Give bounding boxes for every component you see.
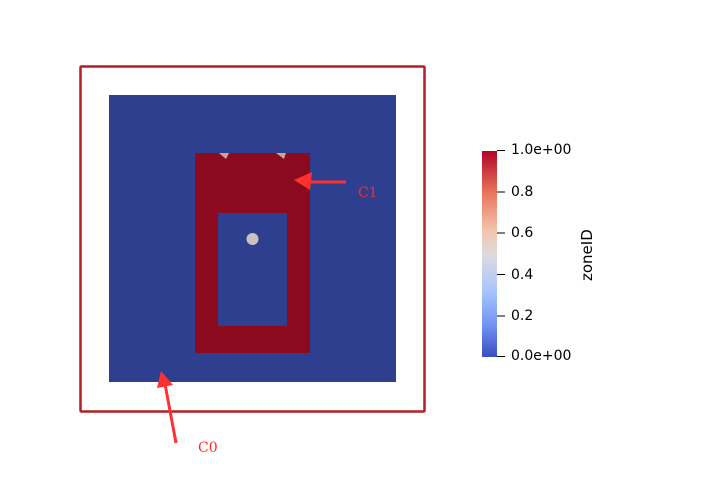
c0-label: C0 [198, 440, 218, 456]
particle-marker [246, 233, 259, 245]
colorbar-tick-label: 0.0e+00 [511, 348, 572, 364]
zone1-inner-window [218, 213, 287, 326]
c0-arrow [157, 371, 178, 444]
zone1-notch-left [219, 153, 229, 159]
colorbar-tick-label: 0.2 [511, 308, 534, 324]
zone1-notch-right [276, 153, 286, 159]
colorbar-gradient [482, 151, 497, 357]
colorbar-tick-label: 0.8 [511, 184, 534, 200]
colorbar-ticks [497, 150, 505, 357]
c1-arrow [294, 172, 346, 190]
colorbar-tick-label: 0.4 [511, 267, 534, 283]
c1-label: C1 [358, 185, 378, 201]
colorbar-title: zoneID [578, 229, 596, 281]
colorbar-tick-label: 0.6 [511, 225, 534, 241]
colorbar-tick-label: 1.0e+00 [511, 142, 572, 158]
